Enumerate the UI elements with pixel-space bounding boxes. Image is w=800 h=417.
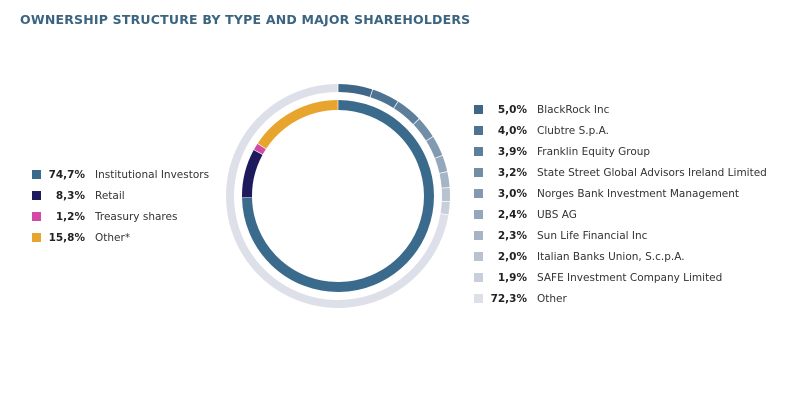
- legend-label: Italian Banks Union, S.c.p.A.: [537, 250, 685, 263]
- shareholder-slice-9: [440, 201, 450, 215]
- shareholder-legend-item: 1,9% SAFE Investment Company Limited: [474, 267, 767, 288]
- ownership-type-slice-3: [254, 143, 266, 155]
- legend-swatch: [474, 168, 483, 177]
- legend-swatch: [474, 105, 483, 114]
- legend-percentage: 4,0%: [497, 124, 527, 137]
- ownership-type-legend-item: 15,8% Other*: [32, 227, 209, 248]
- legend-label: SAFE Investment Company Limited: [537, 271, 723, 284]
- ownership-type-legend-item: 1,2% Treasury shares: [32, 206, 209, 227]
- shareholder-legend-item: 72,3% Other: [474, 288, 767, 309]
- ownership-type-slice-2: [242, 150, 263, 198]
- legend-swatch: [32, 191, 41, 200]
- shareholder-legend-item: 3,0% Norges Bank Investment Management: [474, 183, 767, 204]
- legend-percentage: 74,7%: [48, 168, 85, 181]
- shareholders-legend: 5,0% BlackRock Inc 4,0% Clubtre S.p.A. 3,9% F…: [474, 99, 767, 309]
- legend-swatch: [474, 231, 483, 240]
- legend-percentage: 72,3%: [490, 292, 527, 305]
- legend-label: Treasury shares: [95, 210, 178, 223]
- type-legend: 74,7% Institutional Investors 8,3% Retail 1,…: [32, 164, 209, 248]
- legend-percentage: 2,4%: [497, 208, 527, 221]
- shareholder-slice-10: [226, 84, 449, 308]
- shareholder-legend-item: 3,2% State Street Global Advisors Ireland…: [474, 162, 767, 183]
- legend-swatch: [474, 126, 483, 135]
- shareholder-slice-1: [338, 84, 373, 98]
- legend-swatch: [474, 252, 483, 261]
- shareholder-slice-4: [413, 119, 433, 141]
- legend-label: UBS AG: [537, 208, 577, 221]
- legend-label: Other: [537, 292, 567, 305]
- shareholder-slice-5: [426, 136, 443, 159]
- legend-label: Other*: [95, 231, 131, 244]
- legend-percentage: 3,9%: [497, 145, 527, 158]
- legend-swatch: [474, 147, 483, 156]
- shareholder-legend-item: 2,4% UBS AG: [474, 204, 767, 225]
- legend-percentage: 8,3%: [55, 189, 85, 202]
- ownership-type-legend-item: 74,7% Institutional Investors: [32, 164, 209, 185]
- legend-percentage: 1,9%: [497, 271, 527, 284]
- legend-percentage: 3,0%: [497, 187, 527, 200]
- shareholder-legend-item: 2,0% Italian Banks Union, S.c.p.A.: [474, 246, 767, 267]
- legend-percentage: 2,3%: [497, 229, 527, 242]
- legend-swatch: [474, 210, 483, 219]
- legend-percentage: 3,2%: [497, 166, 527, 179]
- legend-label: Sun Life Financial Inc: [537, 229, 648, 242]
- shareholder-legend-item: 5,0% BlackRock Inc: [474, 99, 767, 120]
- legend-swatch: [32, 233, 41, 242]
- ownership-type-slice-4: [257, 100, 338, 149]
- legend-label: Norges Bank Investment Management: [537, 187, 740, 200]
- shareholder-legend-item: 3,9% Franklin Equity Group: [474, 141, 767, 162]
- shareholder-slice-3: [393, 101, 419, 125]
- legend-label: Retail: [95, 189, 125, 202]
- legend-swatch: [474, 294, 483, 303]
- legend-label: Franklin Equity Group: [537, 145, 651, 158]
- legend-swatch: [474, 273, 483, 282]
- chart-title: OWNERSHIP STRUCTURE BY TYPE AND MAJOR SH…: [20, 12, 471, 27]
- shareholder-legend-item: 2,3% Sun Life Financial Inc: [474, 225, 767, 246]
- legend-percentage: 2,0%: [497, 250, 527, 263]
- legend-swatch: [32, 212, 41, 221]
- legend-label: Institutional Investors: [95, 168, 210, 181]
- legend-label: BlackRock Inc: [537, 103, 610, 116]
- shareholder-slice-2: [370, 89, 398, 109]
- legend-label: State Street Global Advisors Ireland Lim…: [537, 166, 767, 179]
- shareholder-slice-7: [439, 171, 450, 188]
- legend-percentage: 15,8%: [48, 231, 85, 244]
- ownership-type-slice-1: [242, 100, 434, 292]
- legend-percentage: 5,0%: [497, 103, 527, 116]
- shareholder-legend-item: 4,0% Clubtre S.p.A.: [474, 120, 767, 141]
- ownership-type-legend-item: 8,3% Retail: [32, 185, 209, 206]
- legend-swatch: [474, 189, 483, 198]
- legend-label: Clubtre S.p.A.: [537, 124, 609, 137]
- legend-percentage: 1,2%: [55, 210, 85, 223]
- shareholder-slice-6: [435, 155, 448, 174]
- legend-swatch: [32, 170, 41, 179]
